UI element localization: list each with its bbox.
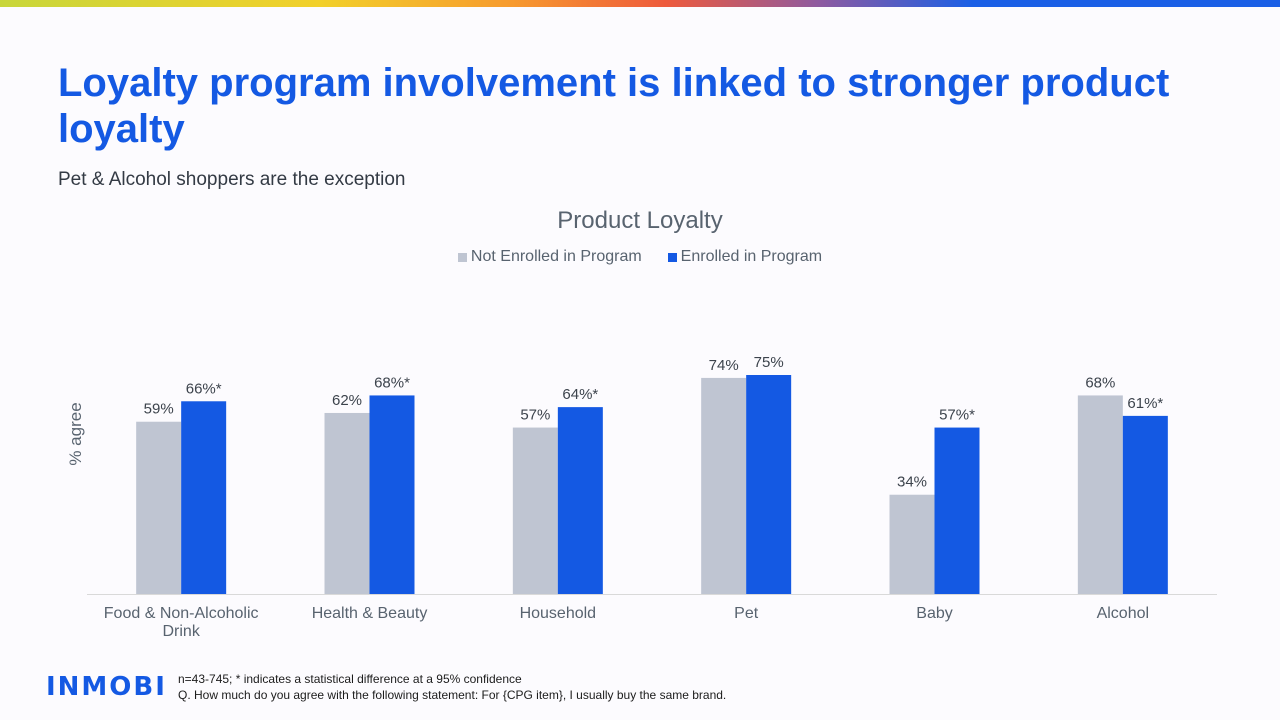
legend-swatch-not-enrolled	[457, 252, 467, 262]
bar-enrolled-0	[181, 401, 227, 594]
data-label-not-enrolled-2: 57%	[520, 407, 550, 424]
legend-item-not-enrolled: Not Enrolled in Program	[457, 248, 642, 266]
data-label-not-enrolled-3: 74%	[709, 357, 739, 374]
category-label-3: Pet	[734, 605, 759, 622]
data-label-not-enrolled-0: 59%	[144, 401, 174, 418]
category-label-0: Food & Non-Alcoholic Drink	[104, 605, 259, 640]
bar-enrolled-5	[1122, 415, 1168, 594]
bar-not-enrolled-5	[1077, 395, 1123, 594]
category-label-1: Health & Beauty	[312, 605, 428, 622]
chart-legend: Not Enrolled in Program Enrolled in Prog…	[0, 248, 1280, 266]
data-label-enrolled-0: 66%*	[186, 380, 222, 397]
y-axis-label: % agree	[66, 402, 85, 465]
footer-question: Q. How much do you agree with the follow…	[178, 688, 727, 702]
bar-not-enrolled-2	[512, 427, 558, 594]
bar-not-enrolled-1	[324, 412, 370, 594]
category-label-4: Baby	[916, 605, 952, 622]
data-label-not-enrolled-5: 68%	[1085, 374, 1115, 391]
bar-enrolled-3	[746, 375, 792, 594]
inmobi-logo: INMOBI	[46, 672, 167, 702]
legend-label-not-enrolled: Not Enrolled in Program	[470, 248, 642, 265]
bar-not-enrolled-0	[136, 421, 182, 594]
bar-enrolled-4	[934, 427, 980, 594]
slide-title: Loyalty program involvement is linked to…	[58, 61, 1170, 151]
bar-enrolled-1	[369, 395, 415, 594]
data-label-enrolled-2: 64%*	[562, 386, 598, 403]
data-label-enrolled-3: 75%	[754, 354, 784, 371]
slide-subtitle: Pet & Alcohol shoppers are the exception	[58, 169, 406, 190]
footer-sample-note: n=43-745; * indicates a statistical diff…	[178, 672, 522, 686]
legend-label-enrolled: Enrolled in Program	[680, 248, 823, 265]
data-label-enrolled-5: 61%*	[1127, 395, 1163, 412]
category-label-2: Household	[520, 605, 597, 622]
data-label-enrolled-1: 68%*	[374, 374, 410, 391]
bar-enrolled-2	[557, 407, 603, 594]
top-gradient-bar	[0, 0, 1280, 7]
footer-notes: n=43-745; * indicates a statistical diff…	[178, 671, 726, 703]
data-label-not-enrolled-4: 34%	[897, 474, 927, 491]
bar-not-enrolled-3	[701, 377, 747, 594]
bar-not-enrolled-4	[889, 494, 935, 594]
chart-title: Product Loyalty	[557, 207, 723, 234]
data-label-not-enrolled-1: 62%	[332, 392, 362, 409]
data-label-enrolled-4: 57%*	[939, 407, 975, 424]
legend-swatch-enrolled	[667, 252, 677, 262]
category-label-5: Alcohol	[1097, 605, 1149, 622]
legend-item-enrolled: Enrolled in Program	[667, 248, 823, 266]
